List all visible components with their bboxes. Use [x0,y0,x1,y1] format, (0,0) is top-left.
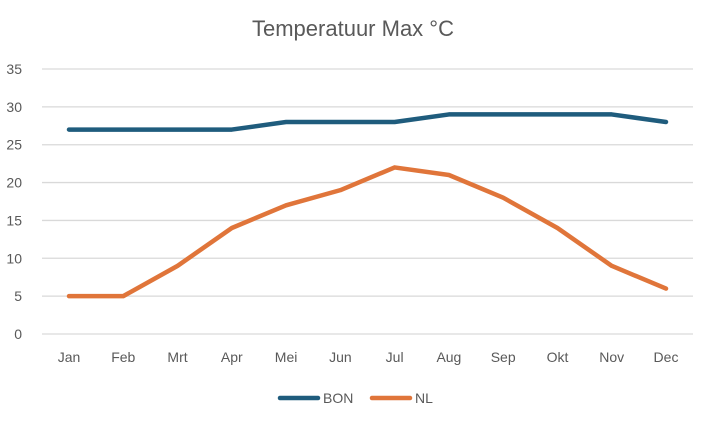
x-tick-label: Nov [599,349,624,365]
x-tick-label: Feb [111,349,135,365]
x-tick-label: Aug [436,349,461,365]
x-tick-label: Jan [58,349,81,365]
y-tick-label: 10 [6,250,22,266]
x-tick-label: Apr [221,349,243,365]
y-tick-label: 5 [14,288,22,304]
x-tick-label: Jul [386,349,404,365]
series-line-bon [66,112,669,132]
x-tick-label: Okt [547,349,569,365]
y-tick-label: 35 [6,61,22,77]
y-tick-label: 25 [6,137,22,153]
series-line-nl [66,165,669,299]
legend-label-bon: BON [323,390,353,406]
chart-title: Temperatuur Max °C [252,16,454,41]
y-tick-label: 30 [6,99,22,115]
x-tick-label: Jun [329,349,352,365]
legend-label-nl: NL [415,390,433,406]
x-tick-label: Mrt [167,349,187,365]
x-tick-label: Sep [491,349,516,365]
x-tick-label: Dec [654,349,679,365]
y-tick-label: 0 [14,326,22,342]
x-tick-label: Mei [275,349,298,365]
y-tick-label: 20 [6,175,22,191]
y-tick-label: 15 [6,212,22,228]
